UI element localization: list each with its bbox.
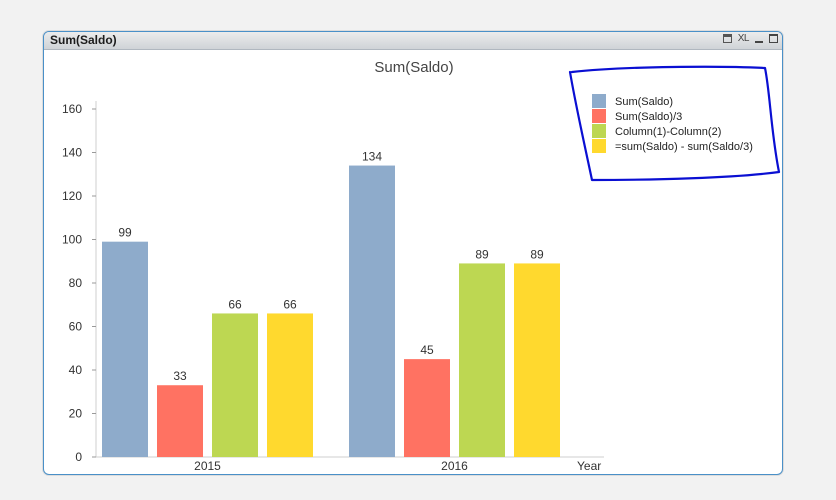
y-tick-label: 120: [62, 189, 82, 203]
x-tick-label: 2016: [441, 459, 468, 473]
data-label: 134: [362, 150, 382, 164]
bar-3-2016: [459, 263, 505, 457]
y-tick-label: 60: [69, 320, 83, 334]
y-tick-label: 20: [69, 407, 83, 421]
bar-4-2015: [267, 313, 313, 457]
y-tick-label: 140: [62, 146, 82, 160]
window-title: Sum(Saldo): [50, 33, 117, 47]
legend-label: Sum(Saldo)/3: [615, 111, 682, 123]
data-label: 66: [228, 297, 242, 311]
legend-swatch-4: [592, 139, 606, 153]
data-label: 89: [475, 247, 489, 261]
data-label: 99: [118, 226, 132, 240]
window-controls: XL: [722, 33, 778, 44]
x-tick-label: 2015: [194, 459, 221, 473]
window-titlebar[interactable]: Sum(Saldo) XL: [44, 32, 782, 50]
y-tick-label: 0: [75, 450, 82, 464]
legend-swatch-2: [592, 109, 606, 123]
bar-2-2015: [157, 385, 203, 457]
maximize-icon[interactable]: [769, 34, 778, 43]
bar-2-2016: [404, 359, 450, 457]
y-tick-label: 160: [62, 102, 82, 116]
y-tick-label: 40: [69, 363, 83, 377]
chart-title: Sum(Saldo): [374, 59, 453, 76]
bar-4-2016: [514, 263, 560, 457]
excel-export-icon[interactable]: XL: [737, 33, 750, 44]
bar-chart: Sum(Saldo) 0 20 40 60 80 100 120 140 160 99 33 66 66 2…: [62, 59, 781, 473]
y-tick-label: 100: [62, 233, 82, 247]
data-label: 33: [173, 369, 187, 383]
legend-highlight-annotation: [568, 65, 781, 182]
y-tick-label: 80: [69, 276, 83, 290]
legend-swatch-3: [592, 124, 606, 138]
legend-swatch-1: [592, 94, 606, 108]
bar-1-2016: [349, 165, 395, 458]
bar-1-2015: [102, 241, 148, 457]
chart-window: Sum(Saldo) XL Sum(Saldo) 0 20 40 60 80 100 120 1…: [43, 31, 783, 475]
data-label: 66: [283, 297, 297, 311]
legend-label: Sum(Saldo): [615, 96, 673, 108]
print-icon[interactable]: [722, 34, 732, 43]
minimize-icon[interactable]: [755, 40, 763, 43]
legend-label: Column(1)-Column(2): [615, 126, 721, 138]
legend-label: =sum(Saldo) - sum(Saldo/3): [615, 141, 753, 153]
x-axis-title: Year: [577, 459, 601, 473]
data-label: 89: [530, 247, 544, 261]
bar-3-2015: [212, 313, 258, 457]
data-label: 45: [420, 343, 434, 357]
